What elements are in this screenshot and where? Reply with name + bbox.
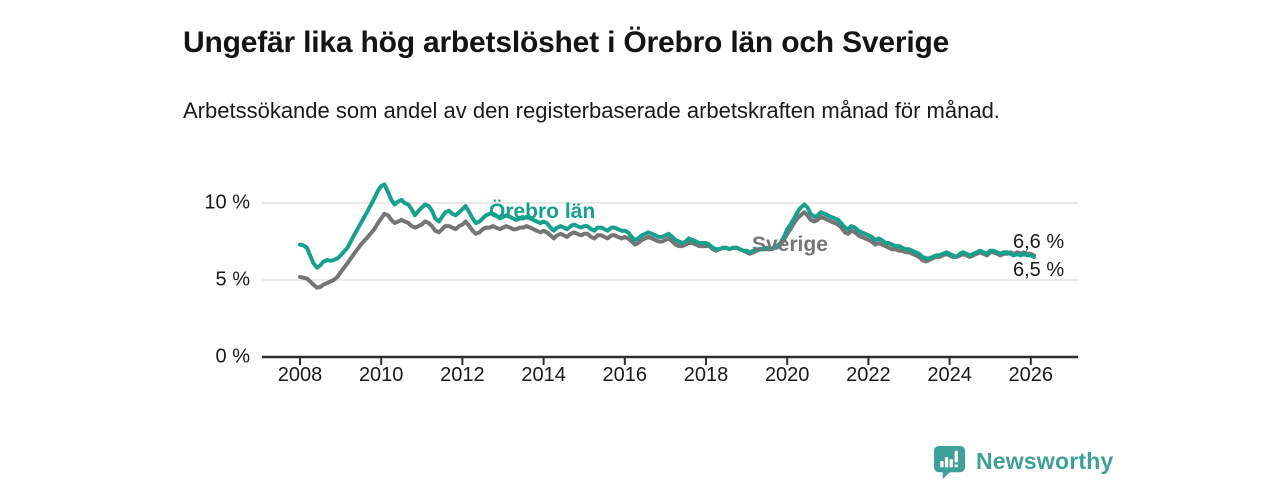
bar-chart-speech-bubble-icon (933, 445, 966, 479)
x-axis-label-2010: 2010 (358, 364, 404, 386)
x-axis-label-2020: 2020 (764, 364, 810, 386)
series-label-orebro-lan: Örebro län (489, 200, 596, 223)
series-line-sverige (298, 210, 1036, 290)
newsworthy-logo-text: Newsworthy (976, 448, 1114, 474)
end-value-label-orebro-lan: 6,5 % (1013, 259, 1065, 281)
chart-title: Ungefär lika hög arbetslöshet i Örebro l… (183, 26, 950, 60)
y-axis-label-0: 0 % (215, 345, 250, 368)
chart-subtitle: Arbetssökande som andel av den registerb… (183, 98, 1000, 123)
x-axis-label-2012: 2012 (440, 364, 485, 386)
x-axis-label-2026: 2026 (1008, 364, 1054, 386)
y-axis-label-5: 5 % (215, 268, 250, 291)
x-axis-label-2024: 2024 (927, 364, 972, 386)
y-axis-label-10: 10 % (204, 191, 250, 214)
x-axis-label-2018: 2018 (683, 364, 729, 386)
end-value-label-sverige: 6,6 % (1013, 231, 1065, 253)
series-line-orebro-lan (298, 182, 1036, 270)
x-axis-label-2022: 2022 (846, 364, 891, 386)
x-axis-label-2014: 2014 (521, 364, 566, 386)
newsworthy-logo: Newsworthy (932, 444, 1113, 479)
series-label-sverige: Sverige (752, 233, 828, 256)
x-axis-label-2016: 2016 (602, 364, 648, 386)
x-axis-label-2008: 2008 (277, 364, 323, 386)
